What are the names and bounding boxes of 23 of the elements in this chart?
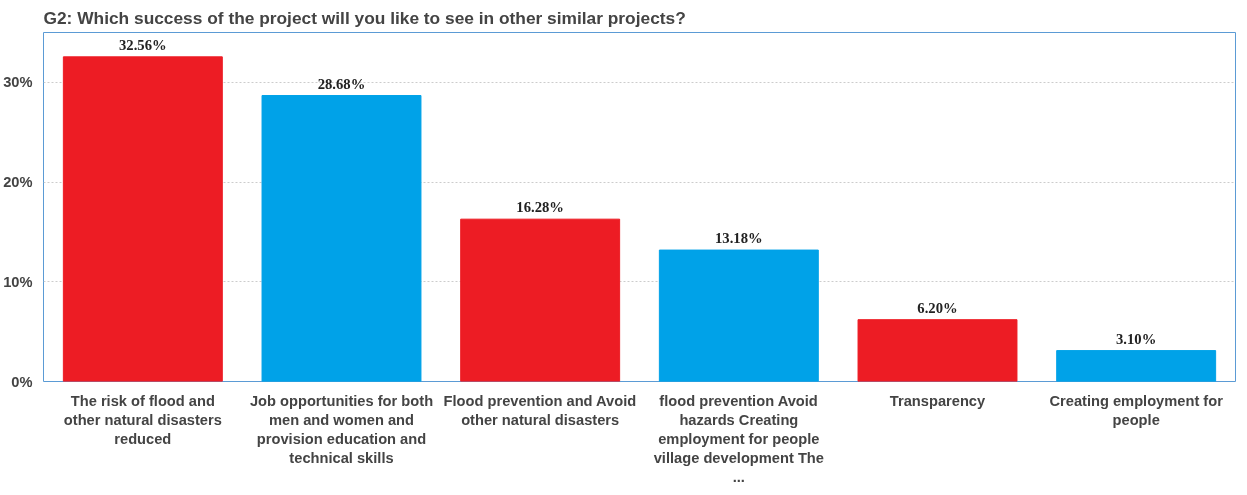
bar	[62, 56, 223, 382]
x-tick-label: Transparency	[889, 392, 987, 409]
x-tick-label: Job opportunities for both men and women and provision education and technical skills	[249, 392, 434, 467]
data-label: 13.18%	[715, 230, 763, 247]
bar	[658, 249, 819, 382]
bar	[857, 319, 1018, 382]
bar	[1056, 350, 1217, 382]
bar	[261, 95, 422, 382]
y-tick-label: 30%	[3, 74, 33, 91]
data-label: 3.10%	[1116, 330, 1157, 347]
y-tick-label: 0%	[11, 373, 33, 390]
y-tick-label: 10%	[3, 273, 33, 290]
x-tick-label: Creating employment for people	[1049, 392, 1224, 428]
x-tick-label: The risk of flood and other natural disasters reduced	[63, 392, 222, 447]
x-tick-label: flood prevention Avoid hazards Creating employment for people village development The ...	[653, 392, 824, 486]
data-label: 28.68%	[317, 75, 366, 92]
data-label: 32.56%	[119, 36, 167, 53]
data-label: 16.28%	[516, 199, 564, 216]
data-label: 6.20%	[917, 299, 958, 316]
chart-title: G2: Which success of the project will you like to see in other similar projects?	[43, 7, 686, 28]
bar	[460, 218, 621, 382]
x-tick-label: Flood prevention and Avoid other natural disasters	[443, 392, 637, 428]
y-tick-label: 20%	[3, 174, 33, 191]
